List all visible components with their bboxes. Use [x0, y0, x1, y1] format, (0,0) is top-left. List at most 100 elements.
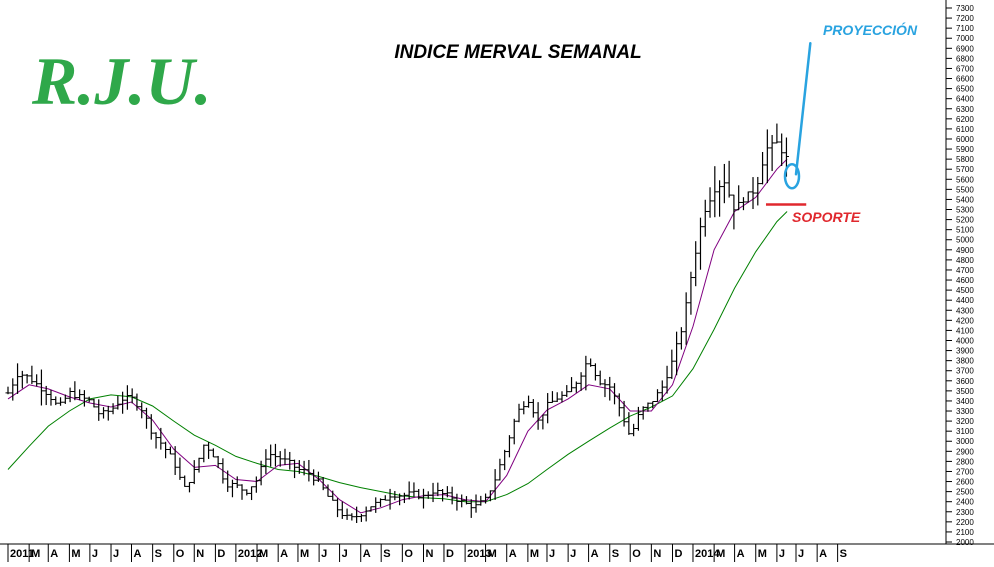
y-tick-label: 2500 — [956, 488, 974, 497]
price-bar — [268, 444, 274, 467]
price-bar — [5, 386, 11, 395]
x-tick-label: M — [716, 548, 725, 560]
y-tick-label: 6100 — [956, 125, 974, 134]
price-bar — [363, 506, 369, 522]
x-tick-label: A — [509, 548, 517, 560]
y-tick-label: 3300 — [956, 407, 974, 416]
price-bar — [311, 469, 317, 486]
y-tick-label: 2700 — [956, 467, 974, 476]
y-tick-label: 5900 — [956, 145, 974, 154]
price-bar — [554, 392, 560, 402]
y-tick-label: 5800 — [956, 155, 974, 164]
price-bar — [29, 365, 35, 385]
price-bar — [621, 400, 627, 427]
y-tick-label: 7300 — [956, 4, 974, 13]
price-bar — [506, 435, 512, 458]
price-bar — [72, 381, 78, 401]
price-bar — [354, 506, 360, 524]
price-bar — [449, 486, 455, 505]
y-tick-label: 6500 — [956, 85, 974, 94]
texts: INDICE MERVAL SEMANAL R.J.U. — [31, 42, 642, 119]
x-tick-label: A — [737, 548, 745, 560]
y-tick-label: 6400 — [956, 95, 974, 104]
x-tick-label: A — [591, 548, 599, 560]
price-bar — [358, 513, 364, 522]
y-tick-label: 2300 — [956, 508, 974, 517]
price-bar — [420, 488, 426, 509]
price-bar — [349, 513, 355, 521]
price-bar — [626, 412, 632, 435]
x-tick-label: M — [488, 548, 497, 560]
x-tick-label: M — [758, 548, 767, 560]
y-tick-label: 3000 — [956, 437, 974, 446]
price-bar — [296, 460, 302, 474]
price-bar — [48, 389, 54, 406]
x-tick-label: M — [300, 548, 309, 560]
x-tick-label: J — [570, 548, 576, 560]
price-bar — [368, 506, 374, 512]
price-bar — [153, 432, 159, 449]
price-bar — [444, 486, 450, 498]
y-tick-label: 4900 — [956, 246, 974, 255]
x-tick-label: M — [530, 548, 539, 560]
price-bar — [344, 508, 350, 520]
x-tick-label: D — [217, 548, 225, 560]
price-bar — [272, 443, 278, 467]
price-bar — [24, 374, 30, 384]
x-tick-label: A — [363, 548, 371, 560]
price-bar — [143, 407, 149, 429]
y-tick-label: 2900 — [956, 447, 974, 456]
x-tick-label: J — [92, 548, 98, 560]
y-tick-label: 5200 — [956, 216, 974, 225]
price-bar — [249, 486, 255, 501]
price-bar — [540, 414, 546, 430]
y-tick-label: 6200 — [956, 115, 974, 124]
price-bar — [526, 395, 532, 408]
price-bar — [177, 457, 183, 480]
x-tick-label: O — [176, 548, 185, 560]
y-tick-label: 6800 — [956, 54, 974, 63]
y-tick-label: 4400 — [956, 296, 974, 305]
price-bar — [659, 380, 665, 402]
x-tick-label: 2012 — [238, 548, 262, 560]
price-bar — [339, 501, 345, 519]
price-bar — [697, 217, 703, 270]
price-bar — [764, 129, 770, 184]
price-bar — [406, 481, 412, 500]
price-bar — [549, 391, 555, 403]
price-bar — [244, 489, 250, 496]
price-bar — [67, 387, 73, 403]
price-bar — [502, 449, 508, 471]
price-bar — [740, 197, 746, 211]
y-tick-label: 3700 — [956, 367, 974, 376]
y-tick-label: 3400 — [956, 397, 974, 406]
y-tick-label: 4800 — [956, 256, 974, 265]
y-tick-label: 2200 — [956, 518, 974, 527]
x-tick-label: N — [653, 548, 661, 560]
price-bar — [573, 381, 579, 393]
y-tick-label: 6600 — [956, 75, 974, 84]
price-bar — [750, 177, 756, 210]
price-bar — [234, 476, 240, 489]
price-bar — [335, 498, 341, 518]
price-bar — [186, 481, 192, 493]
x-tick-label: M — [259, 548, 268, 560]
price-bar — [191, 460, 197, 485]
price-bar — [315, 471, 321, 482]
price-bar — [516, 403, 522, 423]
price-bar — [15, 363, 21, 394]
price-bar — [210, 448, 216, 458]
y-tick-label: 5400 — [956, 195, 974, 204]
price-bars — [5, 123, 789, 524]
y-tick-label: 5300 — [956, 206, 974, 215]
y-tick-label: 7200 — [956, 14, 974, 23]
y-tick-label: 6000 — [956, 135, 974, 144]
price-bar — [110, 403, 116, 415]
price-bar — [454, 493, 460, 511]
price-bar — [206, 441, 212, 459]
price-bar — [10, 378, 16, 401]
x-tick-label: M — [31, 548, 40, 560]
